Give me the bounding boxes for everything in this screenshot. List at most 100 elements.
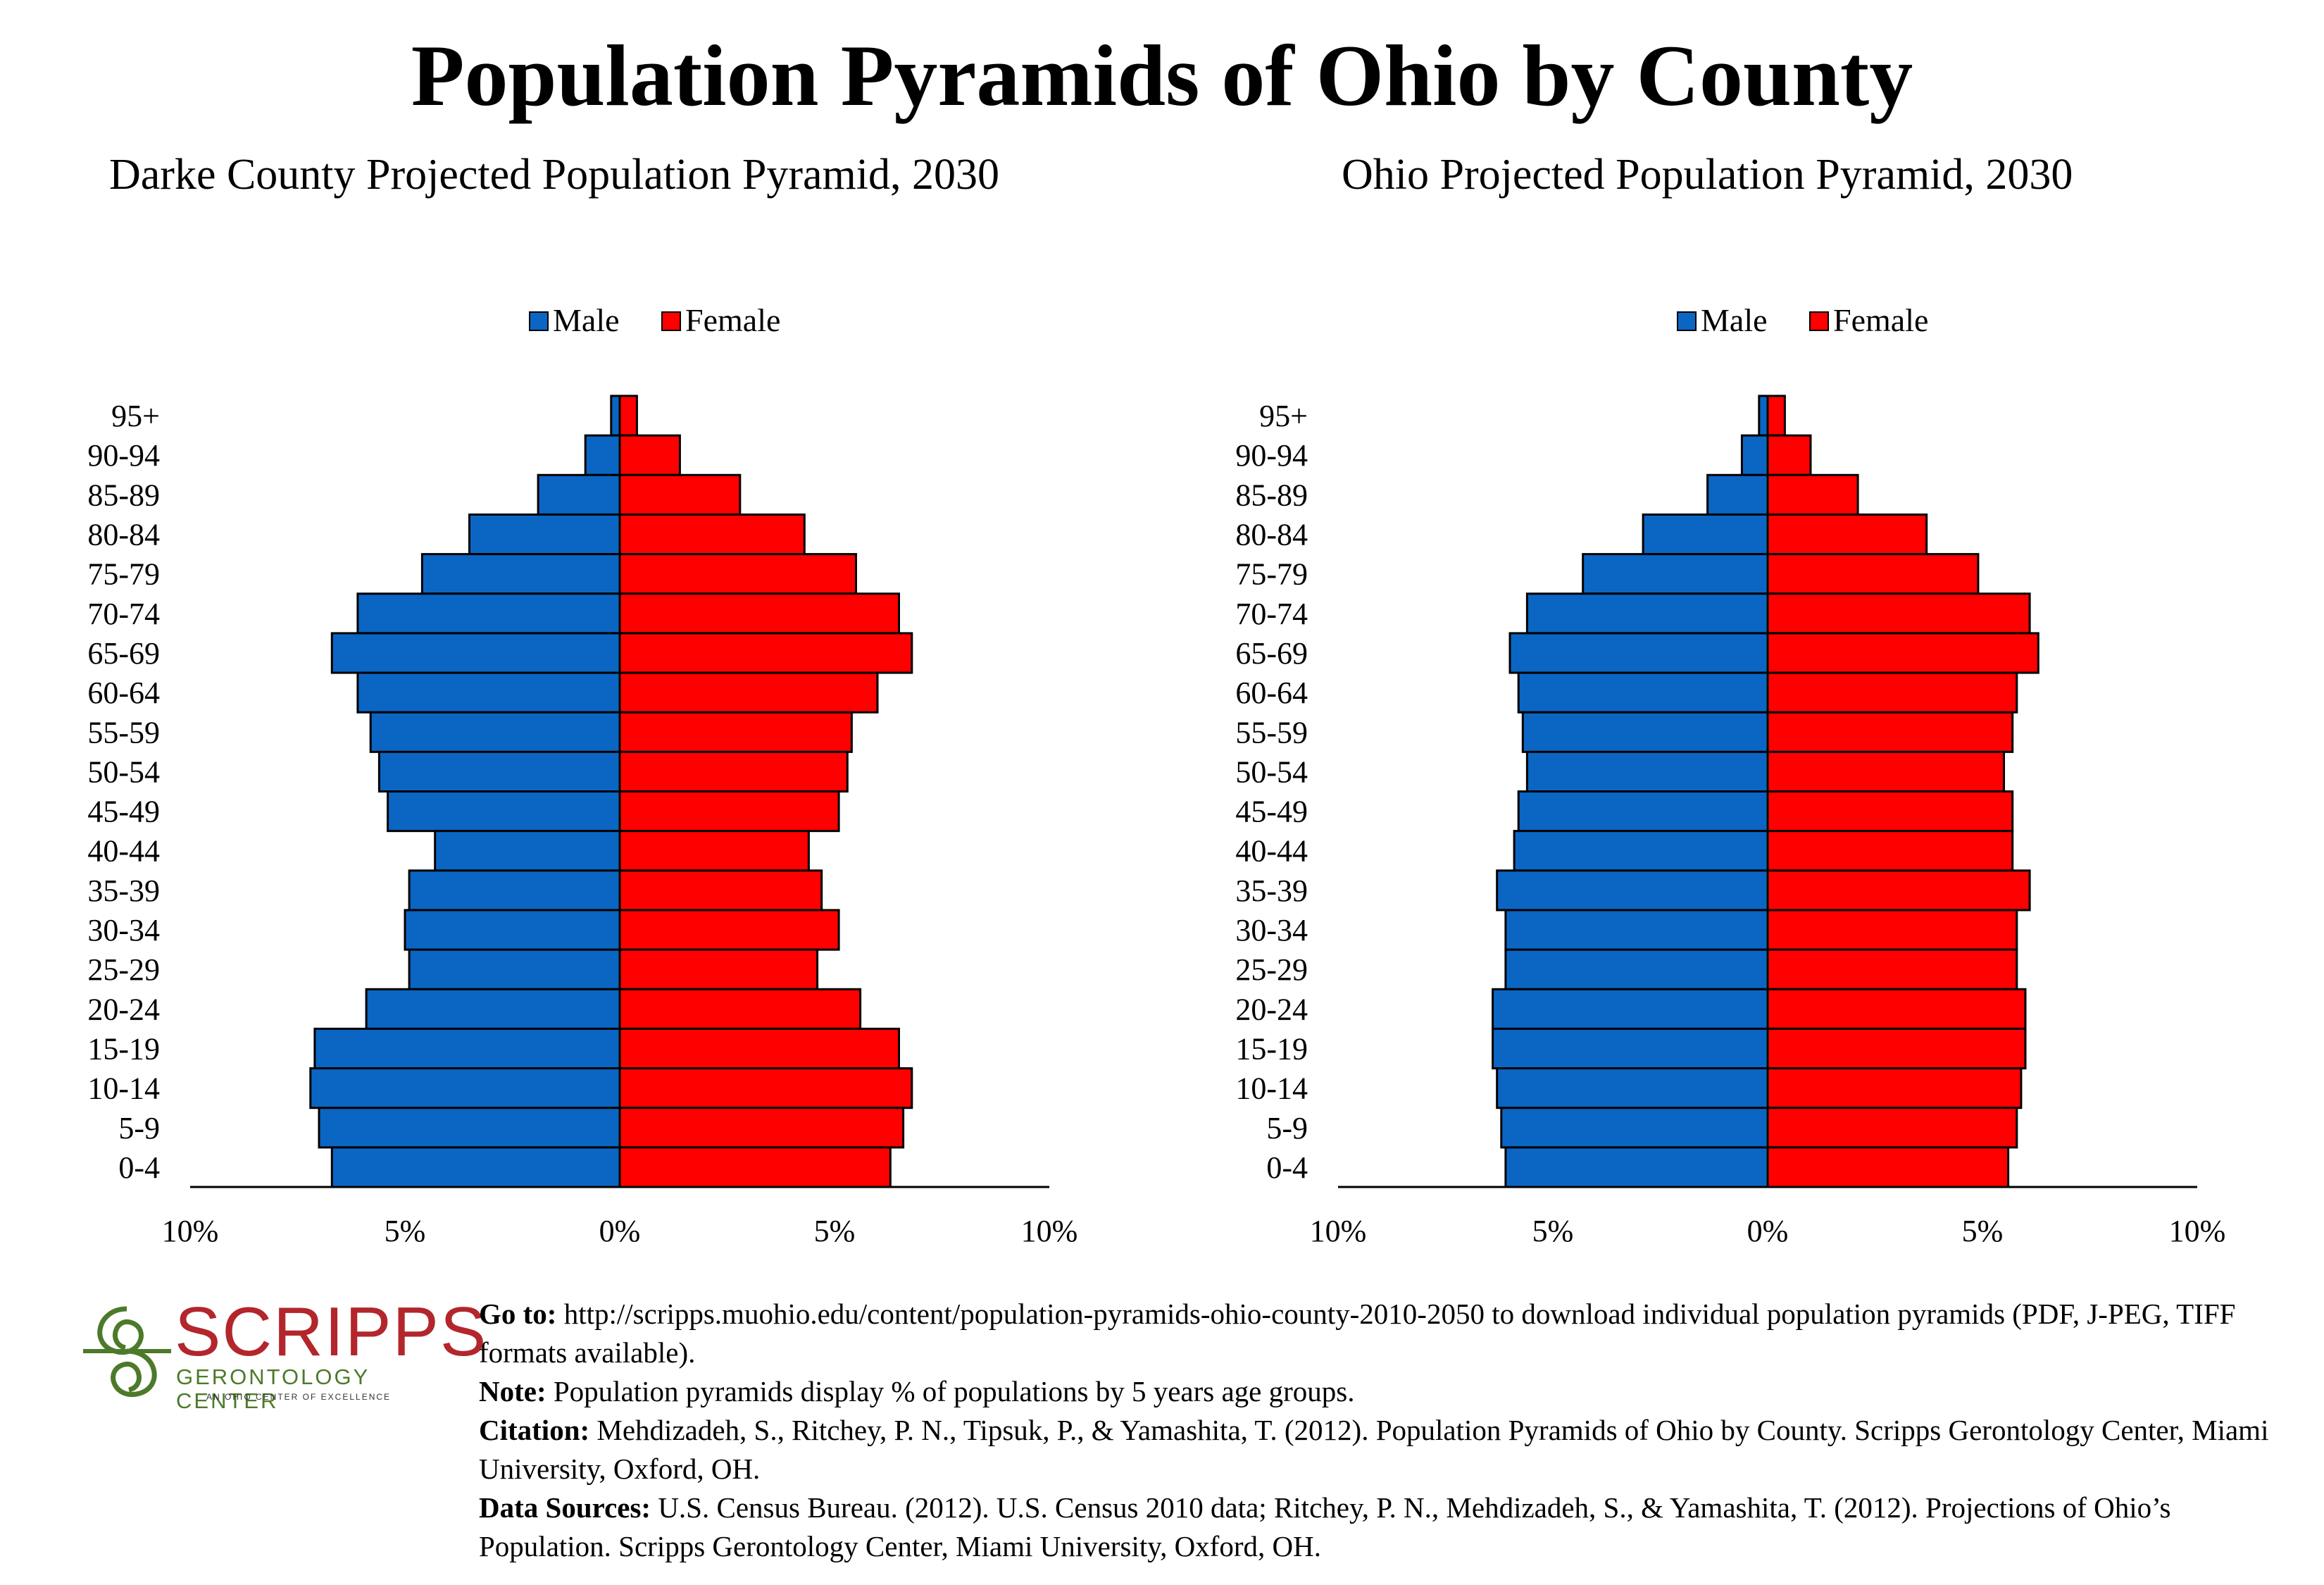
legend-swatch-male (529, 311, 549, 331)
age-group-label: 60-64 (1235, 676, 1308, 710)
bar-male (1582, 553, 1769, 595)
bar-female (618, 948, 819, 990)
bar-male (537, 473, 621, 516)
bar-male (309, 1067, 621, 1110)
bar-female (1766, 750, 2005, 792)
x-tick-label: 10% (1021, 1214, 1078, 1248)
legend-swatch-male (1677, 311, 1697, 331)
footer-note: Note: Population pyramids display % of p… (479, 1372, 2310, 1411)
age-group-label: 0-4 (1266, 1150, 1308, 1185)
bar-male (434, 830, 621, 872)
age-group-label: 5-9 (118, 1111, 160, 1145)
bar-male (1525, 750, 1769, 792)
age-group-label: 40-44 (1235, 834, 1308, 869)
bar-female (618, 513, 806, 556)
bar-male (420, 553, 621, 595)
age-group-label: 50-54 (1235, 754, 1308, 789)
bar-female (618, 1067, 913, 1110)
bar-male (1517, 671, 1769, 714)
x-tick-label: 5% (385, 1214, 426, 1248)
age-group-label: 35-39 (1235, 874, 1308, 908)
bar-female (1766, 1146, 2010, 1188)
goto-label: Go to: (479, 1298, 557, 1330)
age-group-label: 40-44 (87, 834, 160, 869)
bar-female (1766, 711, 2014, 753)
bar-male (1525, 592, 1769, 635)
legend-swatch-female (661, 311, 681, 331)
bar-female (618, 553, 857, 595)
age-group-label: 95+ (1259, 399, 1308, 433)
note-label: Note: (479, 1375, 546, 1407)
logo-wordmark: SCRIPPS (175, 1293, 488, 1370)
bar-male (1492, 1027, 1769, 1070)
bar-male (1517, 790, 1769, 833)
legend-label-male: Male (553, 302, 620, 338)
age-group-label: 80-84 (1235, 518, 1308, 552)
legend-label-male: Male (1701, 302, 1768, 338)
x-tick-label: 5% (1962, 1214, 2004, 1248)
bar-female (1766, 473, 1859, 516)
age-group-label: 65-69 (87, 636, 160, 671)
bar-female (1766, 513, 1928, 556)
age-group-label: 70-74 (87, 597, 160, 631)
x-tick-label: 10% (2169, 1214, 2226, 1248)
bar-male (330, 1146, 621, 1188)
bar-male (1496, 1067, 1769, 1110)
sources-text: U.S. Census Bureau. (2012). U.S. Census … (479, 1491, 2171, 1562)
age-group-label: 15-19 (1235, 1031, 1308, 1066)
bar-male (1706, 473, 1769, 516)
age-group-label: 75-79 (1235, 557, 1308, 592)
bar-female (618, 434, 681, 476)
bar-female (1766, 671, 2018, 714)
bar-male (330, 632, 621, 674)
bar-female (618, 394, 638, 437)
bar-male (1504, 909, 1769, 951)
bar-female (618, 632, 913, 674)
age-group-label: 45-49 (1235, 795, 1308, 829)
age-group-label: 45-49 (87, 795, 160, 829)
sources-label: Data Sources: (479, 1491, 651, 1524)
logo-tagline: AN OHIO CENTER OF EXCELLENCE (206, 1392, 392, 1402)
x-tick-label: 5% (1532, 1214, 1574, 1248)
charts-area: Darke County Projected Population Pyrami… (87, 151, 2226, 1248)
age-group-label: 35-39 (87, 874, 160, 908)
age-group-label: 55-59 (1235, 715, 1308, 750)
bar-male (1513, 830, 1769, 872)
page-title: Population Pyramids of Ohio by County (411, 27, 1913, 124)
footer-goto: Go to: http://scripps.muohio.edu/content… (479, 1295, 2310, 1372)
goto-text: http://scripps.muohio.edu/content/popula… (479, 1298, 2236, 1369)
age-group-label: 90-94 (1235, 438, 1308, 473)
age-group-label: 50-54 (87, 754, 160, 789)
age-group-label: 25-29 (87, 952, 160, 987)
bar-female (618, 790, 840, 833)
bar-male (1521, 711, 1769, 753)
age-group-label: 15-19 (87, 1031, 160, 1066)
bar-male (365, 988, 621, 1030)
bar-female (1766, 1027, 2027, 1070)
note-text: Population pyramids display % of populat… (546, 1375, 1355, 1407)
bar-female (618, 711, 853, 753)
age-group-label: 20-24 (87, 992, 160, 1026)
age-group-label: 80-84 (87, 518, 160, 552)
bar-male (1758, 394, 1769, 437)
bar-male (1740, 434, 1769, 476)
bar-male (468, 513, 621, 556)
age-group-label: 65-69 (1235, 636, 1308, 671)
bar-male (1492, 988, 1769, 1030)
bar-male (1496, 869, 1769, 912)
chart-title: Ohio Projected Population Pyramid, 2030 (1342, 151, 2073, 199)
pyramid-charts: Darke County Projected Population Pyrami… (87, 151, 2226, 1248)
citation-label: Citation: (479, 1414, 590, 1446)
bar-female (618, 1107, 905, 1149)
age-group-label: 30-34 (1235, 913, 1308, 947)
citation-text: Mehdizadeh, S., Ritchey, P. N., Tipsuk, … (479, 1414, 2269, 1485)
bar-male (318, 1107, 621, 1149)
x-tick-label: 0% (1747, 1214, 1789, 1248)
age-group-label: 70-74 (1235, 597, 1308, 631)
x-tick-label: 10% (162, 1214, 219, 1248)
age-group-label: 85-89 (1235, 478, 1308, 512)
age-group-label: 20-24 (1235, 992, 1308, 1026)
bar-male (408, 948, 621, 990)
age-group-label: 25-29 (1235, 952, 1308, 987)
bar-male (584, 434, 621, 476)
